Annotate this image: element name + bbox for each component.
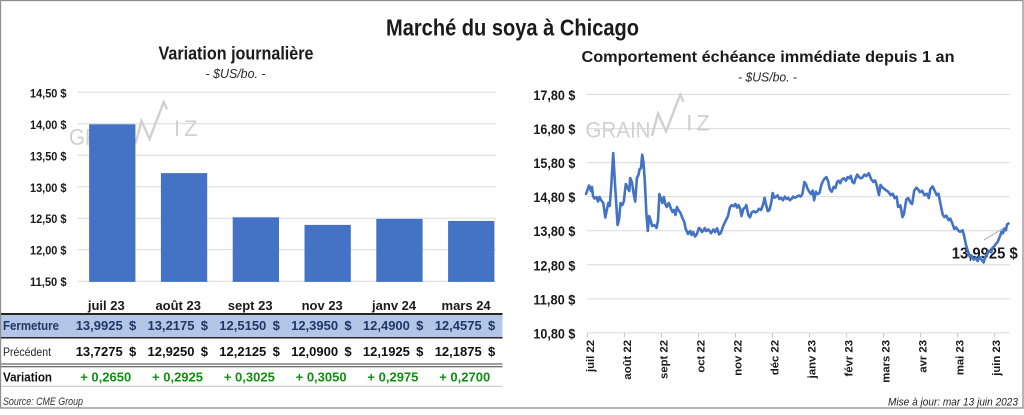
svg-text:$: $ <box>416 344 424 359</box>
svg-text:Source: CME Group: Source: CME Group <box>3 396 83 408</box>
svg-text:13,50 $: 13,50 $ <box>30 149 67 163</box>
svg-text:mars 24: mars 24 <box>442 298 492 313</box>
svg-text:IZ: IZ <box>174 116 202 141</box>
svg-text:12,80 $: 12,80 $ <box>533 257 575 273</box>
svg-text:11,80 $: 11,80 $ <box>533 291 575 307</box>
svg-text:$: $ <box>273 344 281 359</box>
svg-text:12,00 $: 12,00 $ <box>30 244 67 258</box>
svg-text:+ 0,3025: + 0,3025 <box>224 370 275 385</box>
svg-text:+ 0,3050: + 0,3050 <box>296 370 347 385</box>
svg-text:12,1925: 12,1925 <box>363 344 410 359</box>
svg-text:$: $ <box>129 318 137 333</box>
svg-text:13,80 $: 13,80 $ <box>533 223 575 239</box>
svg-text:Variation journalière: Variation journalière <box>159 44 314 64</box>
svg-text:10,80 $: 10,80 $ <box>533 325 575 341</box>
svg-text:- $US/bo. -: - $US/bo. - <box>206 66 267 81</box>
svg-text:déc 22: déc 22 <box>770 340 782 375</box>
svg-text:mai 23: mai 23 <box>954 340 966 375</box>
svg-text:12,5150: 12,5150 <box>219 318 266 333</box>
svg-text:15,80 $: 15,80 $ <box>533 155 575 171</box>
svg-text:juil 22: juil 22 <box>585 340 597 373</box>
svg-text:août 23: août 23 <box>155 298 201 313</box>
svg-text:13,2175: 13,2175 <box>148 318 195 333</box>
svg-text:+ 0,2925: + 0,2925 <box>152 370 203 385</box>
svg-text:13,7275: 13,7275 <box>76 344 123 359</box>
svg-text:Comportement échéance immédiat: Comportement échéance immédiate depuis 1… <box>582 49 955 66</box>
svg-text:13,9925: 13,9925 <box>76 318 123 333</box>
svg-text:Fermeture: Fermeture <box>3 318 59 333</box>
svg-text:nov 22: nov 22 <box>733 340 745 376</box>
svg-text:$: $ <box>344 318 352 333</box>
svg-text:+ 0,2975: + 0,2975 <box>367 370 418 385</box>
svg-text:oct 22: oct 22 <box>696 340 708 373</box>
svg-text:Variation: Variation <box>3 370 52 385</box>
svg-text:12,2125: 12,2125 <box>219 344 266 359</box>
svg-text:16,80 $: 16,80 $ <box>533 121 575 137</box>
svg-text:12,9250: 12,9250 <box>148 344 195 359</box>
svg-text:- $US/bo. -: - $US/bo. - <box>738 70 798 85</box>
svg-text:janv 23: janv 23 <box>807 340 819 379</box>
svg-text:mars 23: mars 23 <box>880 340 892 383</box>
svg-text:$: $ <box>488 344 496 359</box>
svg-text:GRAIN: GRAIN <box>586 118 651 143</box>
svg-text:$: $ <box>201 344 209 359</box>
svg-text:févr 23: févr 23 <box>844 340 856 376</box>
svg-text:juil 23: juil 23 <box>87 298 125 313</box>
svg-text:$: $ <box>416 318 424 333</box>
svg-text:juin 23: juin 23 <box>991 340 1003 377</box>
svg-text:12,3950: 12,3950 <box>291 318 338 333</box>
svg-text:août 22: août 22 <box>622 340 634 380</box>
svg-text:13,00 $: 13,00 $ <box>30 181 67 195</box>
svg-text:$: $ <box>129 344 137 359</box>
svg-text:14,80 $: 14,80 $ <box>533 189 575 205</box>
svg-text:14,50 $: 14,50 $ <box>30 86 67 100</box>
svg-text:12,4575: 12,4575 <box>435 318 482 333</box>
svg-text:12,4900: 12,4900 <box>363 318 410 333</box>
svg-text:+ 0,2700: + 0,2700 <box>439 370 490 385</box>
svg-text:Précédent: Précédent <box>3 345 52 359</box>
svg-text:sept 22: sept 22 <box>659 340 671 379</box>
svg-text:$: $ <box>273 318 281 333</box>
svg-text:$: $ <box>201 318 209 333</box>
svg-text:sept 23: sept 23 <box>228 298 273 313</box>
svg-text:IZ: IZ <box>686 111 714 136</box>
svg-text:$: $ <box>344 344 352 359</box>
svg-text:12,0900: 12,0900 <box>291 344 338 359</box>
svg-text:nov 23: nov 23 <box>302 298 343 313</box>
svg-text:$: $ <box>488 318 496 333</box>
svg-text:avr 23: avr 23 <box>917 340 929 373</box>
svg-text:14,00 $: 14,00 $ <box>30 118 67 132</box>
svg-text:janv 24: janv 24 <box>371 298 417 313</box>
svg-text:11,50 $: 11,50 $ <box>30 275 67 289</box>
svg-text:Marché du soya à Chicago: Marché du soya à Chicago <box>386 15 639 41</box>
svg-text:+ 0,2650: + 0,2650 <box>80 370 131 385</box>
svg-text:17,80 $: 17,80 $ <box>533 87 575 103</box>
svg-text:12,1875: 12,1875 <box>435 344 482 359</box>
svg-text:12,50 $: 12,50 $ <box>30 212 67 226</box>
svg-text:Mise à jour: mar 13 juin 2023: Mise à jour: mar 13 juin 2023 <box>888 397 1019 409</box>
